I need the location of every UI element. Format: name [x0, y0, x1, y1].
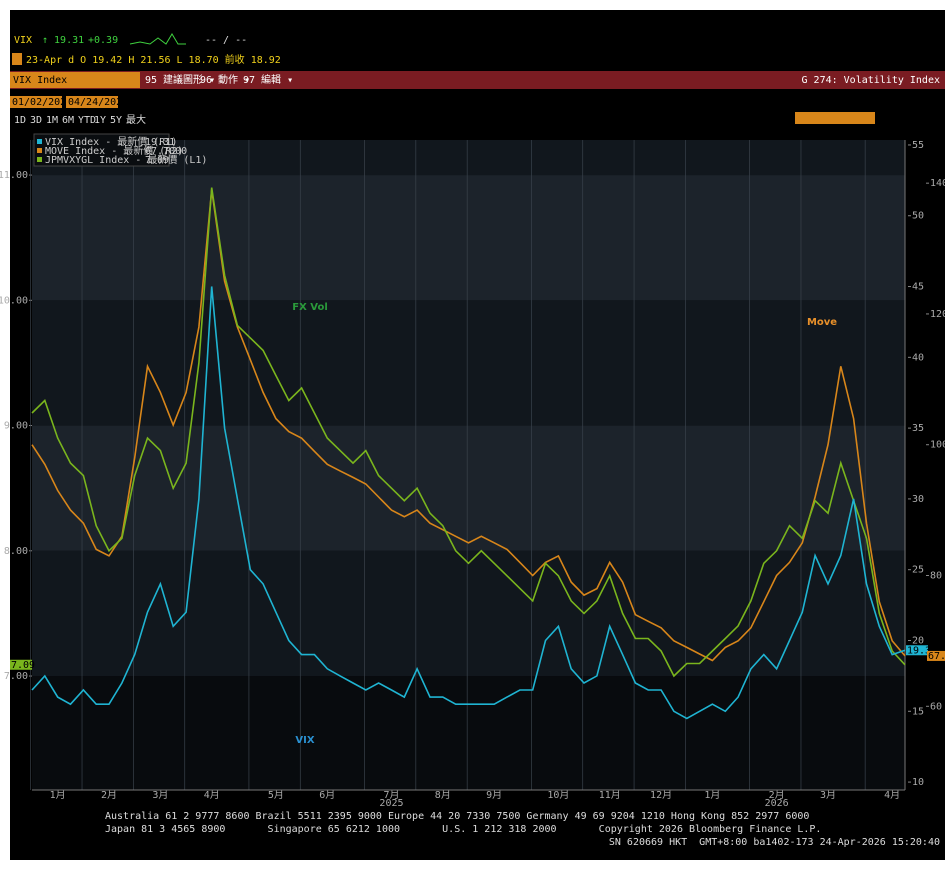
value-tag [10, 659, 32, 670]
x-tick-label: 7月 [383, 789, 399, 801]
start-date[interactable]: 01/02/2025 [12, 97, 72, 108]
annotation: FX Vol [292, 302, 328, 313]
period-button[interactable]: YTD [78, 115, 96, 126]
y2-tick-label: 10 [912, 777, 924, 788]
y2-tick-label: 25 [912, 565, 924, 576]
y2-tick-label: 15 [912, 706, 924, 717]
sparkline [129, 33, 186, 45]
series-line [31, 189, 906, 662]
legend-name: MOVE Index - 最新價 (R2) [45, 144, 183, 157]
year-label: 2026 [765, 798, 789, 809]
legend-box [33, 133, 170, 167]
y2-tick-label: 20 [912, 635, 924, 646]
annotation: Move [807, 317, 837, 328]
search-field[interactable] [795, 112, 875, 124]
legend-swatch [37, 148, 42, 153]
y2-tick-label: 50 [912, 211, 924, 222]
plot-band [32, 140, 905, 176]
value-tag-label: 19.31 [907, 645, 937, 656]
date-field[interactable] [66, 96, 118, 108]
period-button[interactable]: 最大 [126, 113, 146, 126]
page-title: G 274: Volatility Index [802, 75, 940, 86]
security-field[interactable] [10, 72, 140, 88]
x-tick-label: 2月 [769, 789, 785, 801]
x-tick-label: 2月 [101, 789, 117, 801]
x-tick-label: 8月 [435, 789, 451, 801]
x-tick-label: 4月 [884, 789, 900, 801]
value-tag-label: 67.7000 [928, 651, 945, 662]
x-tick-label: 10月 [547, 789, 569, 801]
change: +0.39 [88, 35, 118, 46]
value-tag [906, 645, 928, 656]
y2-tick-label: 30 [912, 494, 924, 505]
footer-line: Australia 61 2 9777 8600 Brazil 5511 239… [105, 811, 809, 822]
x-tick-label: 3月 [820, 789, 836, 801]
legend-name: JPMVXYGL Index - 最新價 (L1) [45, 153, 207, 166]
date-field[interactable] [10, 96, 62, 108]
footer-line: Japan 81 3 4565 8900 Singapore 65 6212 1… [105, 824, 821, 835]
period-button[interactable]: 6M [62, 115, 74, 126]
period-button[interactable]: 3D [30, 115, 42, 126]
x-tick-label: 5月 [268, 789, 284, 801]
year-label: 2025 [379, 798, 403, 809]
end-date[interactable]: 04/24/2026 [68, 97, 128, 108]
menu-item[interactable]: 95 建議圖形 ▾ [145, 73, 215, 86]
value-tag [927, 650, 945, 661]
security[interactable]: VIX Index [13, 75, 67, 86]
value-tag-label: 7.09 [11, 660, 35, 671]
y3-tick-label: 140 [930, 178, 945, 189]
y3-tick-label: 60 [930, 701, 942, 712]
y2-tick-label: 55 [912, 140, 924, 151]
plot-band [32, 175, 905, 301]
y3-tick-label: 120 [930, 309, 945, 320]
y2-tick-label: 35 [912, 423, 924, 434]
x-tick-label: 6月 [319, 789, 335, 801]
y-tick-label: 8.00 [4, 546, 28, 557]
period-button[interactable]: 1D [14, 115, 26, 126]
legend-value: 67.7000 [145, 146, 187, 157]
x-tick-label: 4月 [204, 789, 220, 801]
series-line [31, 286, 906, 720]
period-button[interactable]: 5Y [110, 115, 122, 126]
y-tick-label: 10.00 [0, 295, 28, 306]
legend-value: 7.09 [145, 155, 169, 166]
period-button[interactable]: 1Y [94, 115, 106, 126]
x-tick-label: 9月 [486, 789, 502, 801]
legend-name: VIX Index - 最新價 (R1) [45, 135, 177, 148]
legend-value: 19.31 [145, 137, 175, 148]
last-price: ↑ 19.31 [42, 35, 84, 46]
x-tick-label: 1月 [50, 789, 66, 801]
plot-band [32, 676, 905, 790]
ticker: VIX [14, 35, 32, 46]
badge [12, 53, 22, 65]
plot-band [32, 425, 905, 551]
x-tick-label: 3月 [152, 789, 168, 801]
y2-tick-label: 40 [912, 352, 924, 363]
period-button[interactable]: 1M [46, 115, 58, 126]
x-tick-label: 1月 [704, 789, 720, 801]
security-bar [10, 71, 945, 89]
x-tick-label: 12月 [650, 789, 672, 801]
menu-item[interactable]: 97 編輯 ▾ [243, 73, 293, 86]
quote: 23-Apr d O 19.42 H 21.56 L 18.70 前收 18.9… [26, 53, 281, 66]
legend-swatch [37, 139, 42, 144]
plot-band [32, 300, 905, 426]
y-tick-label: 11.00 [0, 170, 28, 181]
y3-tick-label: 80 [930, 571, 942, 582]
y3-tick-label: 100 [930, 440, 945, 451]
legend-swatch [37, 157, 42, 162]
footer-line: SN 620669 HKT GMT+8:00 ba1402-173 24-Apr… [609, 837, 940, 848]
range: -- / -- [205, 35, 247, 46]
y-tick-label: 9.00 [4, 421, 28, 432]
annotation: VIX [295, 735, 314, 746]
series-line [31, 187, 906, 678]
menu-item[interactable]: 96 動作 ▾ [200, 73, 250, 86]
plot-band [32, 550, 905, 677]
y2-tick-label: 45 [912, 282, 924, 293]
x-tick-label: 11月 [599, 789, 621, 801]
y-tick-label: 7.00 [4, 671, 28, 682]
